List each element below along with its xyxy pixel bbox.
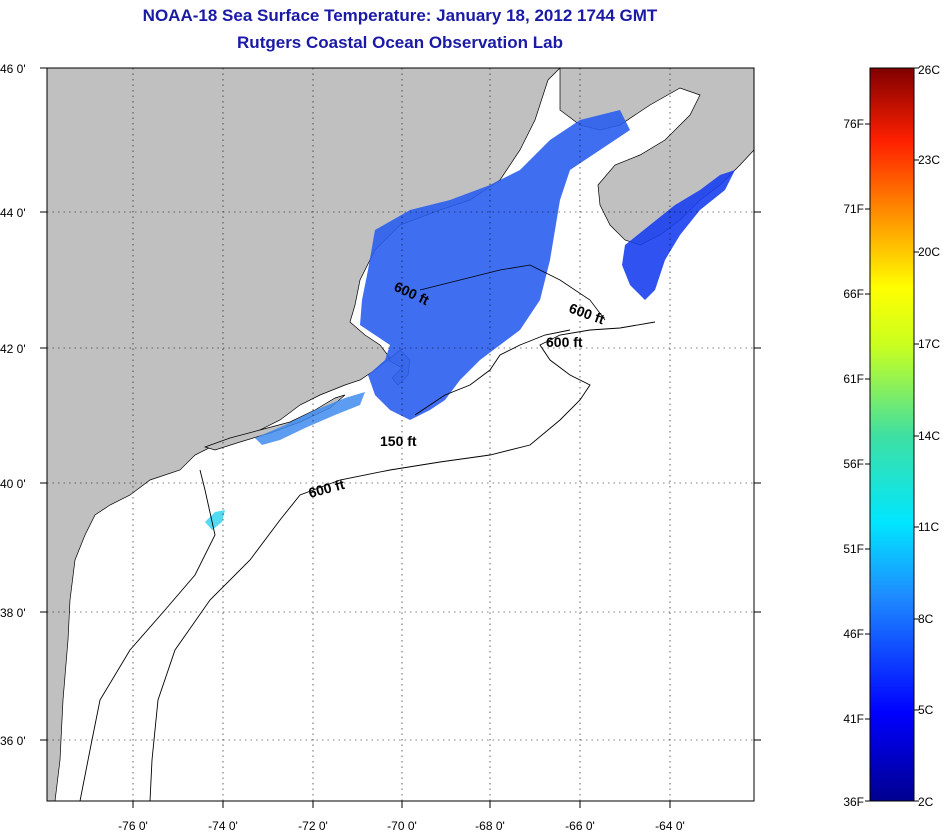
contour-gulf-of-maine-basin xyxy=(419,264,606,321)
sst-coverage-southern-new-england xyxy=(255,392,365,445)
lat-tick-label: 36 0' xyxy=(0,734,26,748)
lon-tick-label: -68 0' xyxy=(475,819,505,833)
colorbar-celsius-label: 20C xyxy=(918,245,940,259)
lat-tick-label: 44 0' xyxy=(0,206,26,220)
colorbar-fahrenheit-label: 76F xyxy=(843,117,864,131)
lon-tick-label: -64 0' xyxy=(655,819,685,833)
contour-600ft-inner xyxy=(79,469,216,801)
colorbar-celsius-label: 2C xyxy=(918,795,934,809)
sst-coverage-gulf-of-maine xyxy=(360,110,630,420)
map-frame xyxy=(46,67,755,802)
colorbar-ticks xyxy=(865,67,919,802)
map-grid xyxy=(47,68,754,801)
lon-tick-label: -72 0' xyxy=(298,819,328,833)
lat-tick-label: 42 0' xyxy=(0,342,26,356)
colorbar-fahrenheit-label: 51F xyxy=(843,542,864,556)
colorbar-fahrenheit-label: 61F xyxy=(843,372,864,386)
lon-tick-label: -70 0' xyxy=(387,819,417,833)
long-island xyxy=(203,394,346,451)
lon-tick-label: -66 0' xyxy=(565,819,595,833)
colorbar-fahrenheit-label: 46F xyxy=(843,627,864,641)
contour-label: 600 ft xyxy=(546,334,583,350)
colorbar-fahrenheit-label: 41F xyxy=(843,712,864,726)
colorbar-fahrenheit-label: 56F xyxy=(843,457,864,471)
colorbar-fahrenheit-label: 66F xyxy=(843,287,864,301)
lat-tick-label: 46 0' xyxy=(0,62,26,76)
contour-label: 150 ft xyxy=(380,433,417,449)
lat-tick-label: 40 0' xyxy=(0,477,26,491)
contour-150ft xyxy=(414,329,571,416)
tick-marks xyxy=(40,67,761,808)
colorbar-fahrenheit-label: 71F xyxy=(843,202,864,216)
contour-600ft-shelf-edge xyxy=(149,321,656,801)
lon-tick-label: -74 0' xyxy=(208,819,238,833)
colorbar-celsius-label: 8C xyxy=(918,612,934,626)
colorbar-celsius-label: 14C xyxy=(918,429,940,443)
colorbar xyxy=(869,67,915,802)
lat-tick-label: 38 0' xyxy=(0,606,26,620)
lon-tick-label: -76 0' xyxy=(118,819,148,833)
colorbar-celsius-label: 5C xyxy=(918,703,934,717)
colorbar-celsius-label: 17C xyxy=(918,337,940,351)
colorbar-celsius-label: 11C xyxy=(918,520,939,534)
sst-coverage-offshore-patch xyxy=(205,510,225,530)
map-subtitle: Rutgers Coastal Ocean Observation Lab xyxy=(237,33,563,52)
colorbar-celsius-label: 23C xyxy=(918,153,940,167)
sst-coverage-nova-scotia xyxy=(622,170,735,300)
colorbar-fahrenheit-label: 36F xyxy=(843,795,864,809)
colorbar-celsius-label: 26C xyxy=(918,63,940,77)
map-title: NOAA-18 Sea Surface Temperature: January… xyxy=(142,6,658,25)
